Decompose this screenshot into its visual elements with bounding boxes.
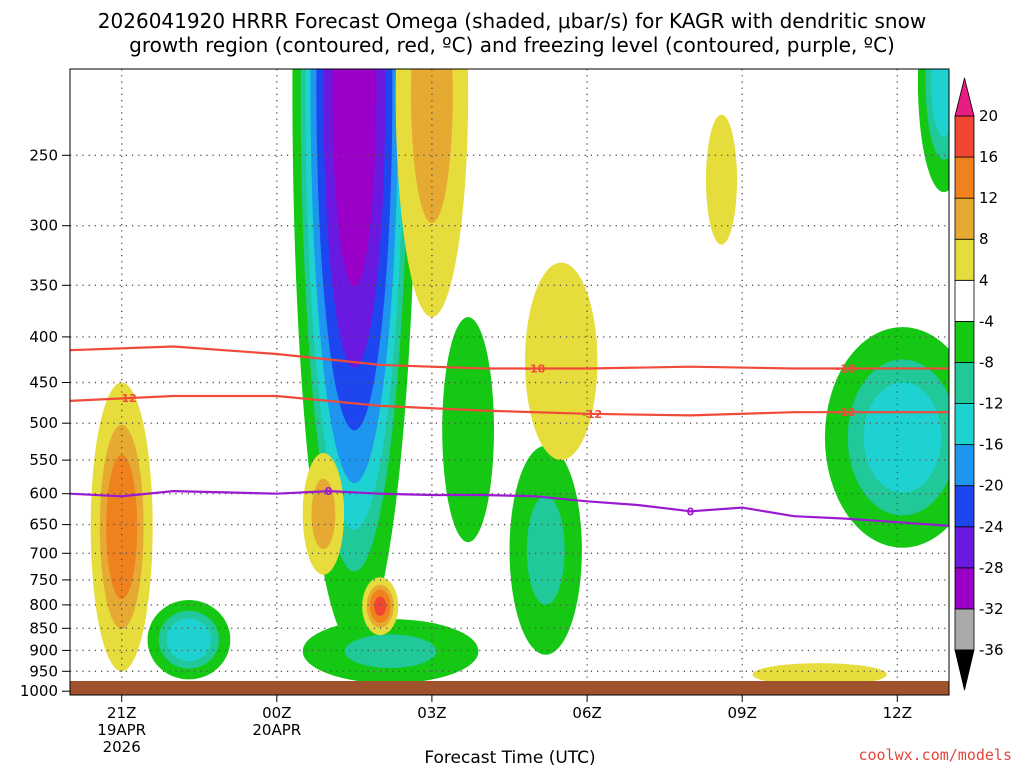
omega-sinking-0200z-level-16 [374,596,387,616]
contour-label-4: -12 [836,406,856,419]
omega-sinking-0530z-level-4 [525,262,598,460]
y-tick-label-300: 300 [29,217,58,235]
contour-label-2: -12 [117,392,137,405]
colorbar-label-9: 4 [979,271,989,289]
colorbar-band-6 [954,403,975,446]
omega-low-ascent-0530z-level-8 [526,495,565,605]
colorbar-band-11 [954,197,975,240]
omega-sinking-upper-0330z-level-8 [411,69,453,223]
omega-sinking-2100z-level-12 [106,454,138,600]
y-tick-label-1000: 1000 [20,682,58,700]
colorbar-band-13 [954,115,975,158]
colorbar-label-3: -24 [979,518,1004,536]
colorbar: -36 -32 -28 -24 -20 -16 -12 -8 -4 4 8 12 16 20 [954,77,1004,691]
colorbar-band-4 [954,485,975,528]
colorbar-label-1: -32 [979,600,1004,618]
y-tick-label-400: 400 [29,328,58,346]
colorbar-band-8 [954,320,975,363]
plot-frame [69,68,950,696]
colorbar-band-7 [954,362,975,404]
x-tick-label-06Z: 06Z [572,704,601,722]
credit-text: coolwx.com/models [858,746,1012,764]
omega-sinking-1100z-level-4 [752,663,887,686]
x-tick-label-09Z: 09Z [728,704,757,722]
x-axis: 21Z 19APR 2026 00Z 20APR 03Z 06Z 09Z 12Z [97,695,912,756]
contours: -18 -18 -12 -12 -12 0 0 [70,345,949,527]
contour-label-3: -12 [582,408,602,421]
omega-sw-ascent-2230z-level-12 [166,618,212,662]
colorbar-label-6: -12 [979,395,1004,413]
y-tick-label-500: 500 [29,414,58,432]
colorbar-label-12: 16 [979,148,998,166]
colorbar-label-5: -16 [979,436,1004,454]
x-tick-label-03Z: 03Z [417,704,446,722]
y-tick-label-600: 600 [29,485,58,503]
omega-east-ascent-block-level-12 [863,382,942,493]
colorbar-label-13: 20 [979,107,998,125]
omega-main-ascent-band-level-28 [332,69,377,287]
chart-title-line1: 2026041920 HRRR Forecast Omega (shaded, … [98,9,926,33]
contour-label-5: 0 [325,485,333,498]
x-tick-label-00Z: 00Z 20APR [252,704,301,739]
dendritic-contour-neg12 [70,394,949,417]
y-tick-label-350: 350 [29,276,58,294]
y-tick-label-900: 900 [29,641,58,659]
contour-label-0: -18 [525,363,545,376]
contour-label-6: 0 [687,505,695,518]
y-tick-label-800: 800 [29,596,58,614]
y-tick-label-700: 700 [29,544,58,562]
y-tick-label-950: 950 [29,662,58,680]
omega-shading [90,69,949,686]
plot-area: -18 -18 -12 -12 -12 0 0 [70,69,949,695]
omega-sinking-0730z-level-4 [706,114,737,245]
colorbar-band-10 [954,238,975,281]
colorbar-label-7: -8 [979,354,994,372]
colorbar-label-4: -20 [979,477,1004,495]
y-tick-label-850: 850 [29,619,58,637]
omega-sinking-0100z-level-8 [311,478,336,550]
y-tick-label-550: 550 [29,451,58,469]
colorbar-band-5 [954,444,975,487]
y-tick-label-750: 750 [29,571,58,589]
y-axis: 250 300 350 400 450 500 550 600 650 700 750 800 850 9… [20,146,70,700]
omega-mid-ascent-0430z-level-4 [442,317,494,543]
omega-top-right-ascent-level-12 [930,69,949,137]
contour-label-1: -18 [836,363,856,376]
colorbar-band-2 [954,567,975,610]
x-tick-label-12Z: 12Z [883,704,912,722]
colorbar-label-10: 8 [979,230,989,248]
dendritic-contour-neg18 [70,345,949,370]
colorbar-label-11: 12 [979,189,998,207]
colorbar-label-0: -36 [979,641,1004,659]
colorbar-band-9 [954,279,975,322]
colorbar-label-8: -4 [979,312,994,330]
colorbar-band-1 [954,608,975,651]
y-tick-label-250: 250 [29,146,58,164]
x-axis-title: Forecast Time (UTC) [424,748,595,768]
x-tick-label-21Z: 21Z 19APR 2026 [97,704,146,756]
colorbar-band-12 [954,156,975,199]
ground-surface [70,681,949,695]
colorbar-label-2: -28 [979,559,1004,577]
y-tick-label-450: 450 [29,374,58,392]
colorbar-band-3 [954,526,975,569]
freezing-level-contour-0 [70,489,949,527]
y-tick-label-650: 650 [29,516,58,534]
omega-low-level-ascent-level-8 [344,634,437,668]
grid-lines [70,69,949,695]
chart-title-line2: growth region (contoured, red, ºC) and f… [129,33,895,57]
colorbar-min-arrow [954,649,975,691]
colorbar-max-arrow [954,77,975,117]
